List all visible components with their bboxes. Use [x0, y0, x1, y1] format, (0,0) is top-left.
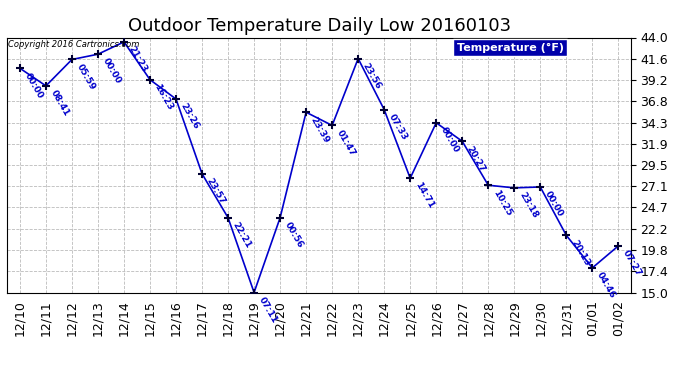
Text: 20:27: 20:27: [465, 144, 487, 173]
Text: 23:18: 23:18: [517, 190, 539, 220]
Text: Copyright 2016 Cartronics.com: Copyright 2016 Cartronics.com: [8, 40, 139, 49]
Text: 08:41: 08:41: [49, 88, 71, 118]
Text: 00:00: 00:00: [439, 126, 461, 154]
Text: 20:13: 20:13: [569, 238, 591, 267]
Text: 00:00: 00:00: [543, 190, 565, 219]
Text: 00:00: 00:00: [101, 57, 123, 86]
Text: 23:57: 23:57: [205, 177, 227, 206]
Text: Temperature (°F): Temperature (°F): [457, 43, 564, 52]
Text: 00:56: 00:56: [283, 220, 305, 250]
Text: 21:23: 21:23: [127, 45, 149, 74]
Text: 16:23: 16:23: [152, 82, 175, 112]
Text: 07:27: 07:27: [621, 249, 643, 278]
Text: 01:47: 01:47: [335, 128, 357, 158]
Text: 23:56: 23:56: [361, 62, 383, 91]
Text: 00:00: 00:00: [23, 71, 45, 100]
Text: 10:25: 10:25: [491, 188, 513, 217]
Text: 22:21: 22:21: [231, 220, 253, 250]
Text: 23:26: 23:26: [179, 102, 201, 131]
Text: 23:39: 23:39: [309, 115, 331, 144]
Text: 05:59: 05:59: [75, 62, 97, 92]
Text: 04:46: 04:46: [595, 271, 618, 300]
Text: 07:11: 07:11: [257, 295, 279, 325]
Text: 07:33: 07:33: [387, 112, 409, 142]
Text: 14:71: 14:71: [413, 181, 435, 210]
Title: Outdoor Temperature Daily Low 20160103: Outdoor Temperature Daily Low 20160103: [128, 16, 511, 34]
